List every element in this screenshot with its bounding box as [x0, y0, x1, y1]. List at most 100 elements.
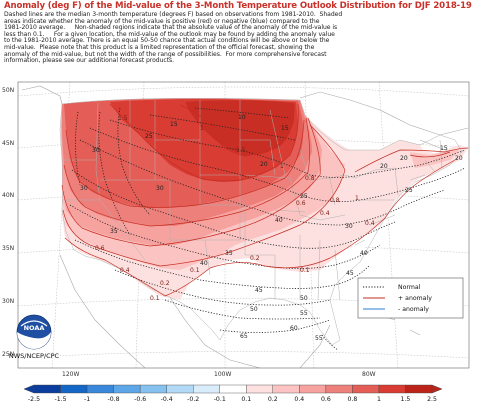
anomaly-contour-label: 1: [355, 195, 359, 202]
median-contour-label: 45: [346, 270, 354, 277]
anomaly-contour-label: 0.2: [250, 255, 260, 262]
median-contour-label: 15: [440, 145, 448, 152]
anomaly-contour-label: 1.5: [236, 147, 246, 154]
anomaly-contour-label: 0.6: [296, 200, 306, 207]
anomaly-contour-label: 1: [280, 163, 284, 170]
colorbar-swatch: [352, 384, 380, 394]
legend-plus-label: + anomaly: [398, 295, 432, 302]
colorbar-swatch: [325, 384, 353, 394]
anomaly-contour-label: 0.1: [150, 295, 160, 302]
description-line: information, please see our additional f…: [4, 57, 175, 65]
lat-label: 35N: [2, 245, 14, 252]
page-title: Anomaly (deg F) of the Mid-value of the …: [4, 1, 472, 11]
median-contour-label: 30: [156, 185, 164, 192]
anomaly-contour-label: 1.5: [118, 115, 128, 122]
lat-label: 25N: [2, 351, 14, 358]
colorbar-label: -0.8: [108, 396, 120, 403]
colorbar-swatch: [60, 384, 88, 394]
anomaly-contour-label: 0.1: [300, 267, 310, 274]
colorbar-label: 0.8: [347, 396, 357, 403]
colorbar-swatch: [246, 384, 273, 394]
noaa-logo: NOAA: [16, 314, 52, 350]
positive-anomaly-contours: [61, 103, 469, 297]
anomaly-contour-label: 0.4: [120, 267, 130, 274]
longitude-labels: 120W 100W 80W: [62, 371, 376, 378]
colorbar-right-arrow: [431, 384, 443, 394]
latitude-labels: 50N 45N 40N 35N 30N 25N: [2, 87, 14, 358]
colorbar-label: -0.1: [214, 396, 226, 403]
median-contour-label: 25: [145, 133, 153, 140]
anomaly-contour-label: 0.1: [190, 267, 200, 274]
anomaly-contour-labels: 1.5 1 1.5 1 0.8 0.6 0.4 0.2 0.1 0.1 0.6 0.4 0.2 0.1 0.…: [95, 115, 375, 302]
anomaly-contour-label: 0.6: [95, 245, 105, 252]
anomaly-contour-label: 1: [200, 125, 204, 132]
legend-minus-label: - anomaly: [398, 306, 429, 313]
colorbar-swatch: [272, 384, 300, 394]
description-line: mid-value. Please note that this product…: [4, 43, 315, 51]
median-contour-label: 15: [281, 125, 289, 132]
colorbar-labels: -2.5 -1.5 -1 -0.8 -0.6 -0.4 -0.2 -0.1 0.1 0.2 0.4 0…: [28, 396, 437, 403]
median-contour-label: 55: [300, 310, 308, 317]
anomaly-contour-label: 0.2: [160, 280, 170, 287]
description-line: Dashed lines are the median 3-month temp…: [4, 11, 343, 18]
median-contour-label: 35: [225, 250, 233, 257]
colorbar-label: 0.4: [294, 396, 304, 403]
anomaly-contour-label: 0.4: [320, 210, 330, 217]
anomaly-contour-label: 0.8: [330, 197, 340, 204]
colorbar-swatch: [405, 384, 433, 394]
median-contour-label: 60: [290, 325, 298, 332]
colorbar-swatch: [139, 384, 167, 394]
lat-label: 40N: [2, 192, 14, 199]
legend-normal-label: Normal: [398, 284, 421, 291]
anomaly-contour-label: 0.8: [305, 175, 315, 182]
colorbar-swatch: [378, 384, 406, 394]
colorbar-label: 0.6: [321, 396, 331, 403]
colorbar-swatch: [113, 384, 141, 394]
median-contour-label: 40: [275, 217, 283, 224]
median-contour-label: 45: [255, 287, 263, 294]
legend-box: [357, 277, 464, 319]
colorbar-swatch: [192, 384, 220, 394]
median-contour-label: 65: [240, 333, 248, 340]
description: Dashed lines are the median 3-month temp…: [4, 11, 492, 65]
colorbar-label: 2.5: [427, 396, 437, 403]
anomaly-shading: [60, 98, 468, 300]
description-line: areas indicate whether the anomaly of th…: [4, 17, 320, 25]
colorbar-swatch: [299, 384, 327, 394]
median-contour-labels: 10 15 15 20 25 30 30 30 35 40 45 50 55 60 65 25 20 20 25 30…: [80, 114, 463, 342]
median-contour-label: 40: [360, 250, 368, 257]
colorbar: [23, 384, 443, 394]
colorbar-label: -0.6: [134, 396, 146, 403]
colorbar-label: 0.1: [241, 396, 251, 403]
median-contour-label: 15: [170, 121, 178, 128]
median-temperature-contours: [69, 107, 466, 351]
median-contour-label: 25: [300, 193, 308, 200]
lat-label: 45N: [2, 140, 14, 147]
colorbar-label: -0.2: [187, 396, 199, 403]
lat-label: 50N: [2, 87, 14, 94]
colorbar-swatch: [219, 384, 247, 394]
lon-label: 80W: [362, 371, 376, 378]
median-contour-label: 25: [405, 187, 413, 194]
median-contour-label: 35: [110, 228, 118, 235]
colorbar-swatch: [33, 384, 61, 394]
median-contour-label: 30: [345, 223, 353, 230]
noaa-caption: NWS/NCEP/CPC: [8, 352, 60, 360]
map-frame: [17, 81, 470, 369]
anomaly-contour-label: 0.4: [365, 220, 375, 227]
lon-label: 100W: [214, 371, 231, 378]
colorbar-swatch: [166, 384, 194, 394]
description-line: less than 0.1. For a given location, the…: [4, 30, 335, 38]
colorbar-left-arrow: [23, 384, 35, 394]
description-line: to the 1981-2010 average. There is an eq…: [4, 37, 330, 45]
colorbar-label: 0.2: [268, 396, 278, 403]
median-contour-label: 20: [455, 155, 463, 162]
median-contour-label: 50: [300, 295, 308, 302]
median-contour-label: 20: [260, 161, 268, 168]
colorbar-label: -1.5: [54, 396, 66, 403]
lat-label: 30N: [2, 298, 14, 305]
lon-label: 120W: [62, 371, 79, 378]
colorbar-label: 1.5: [401, 396, 411, 403]
median-contour-label: 50: [250, 306, 258, 313]
